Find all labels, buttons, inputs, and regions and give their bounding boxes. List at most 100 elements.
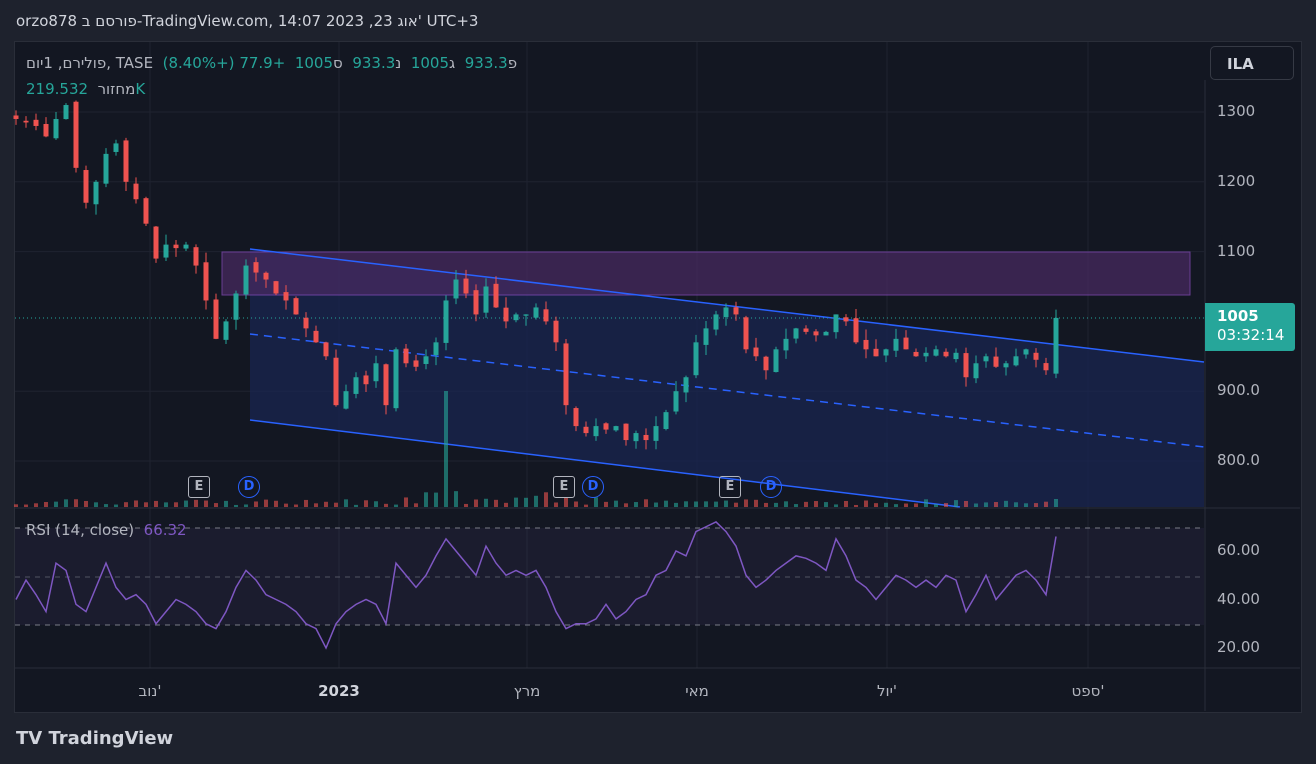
candle-body [403,348,409,364]
candle-body [803,328,809,332]
candle-body [853,318,859,343]
candle-body [763,356,769,371]
volume-bar [904,503,908,507]
candle-body [743,317,749,350]
candle-body [253,262,259,273]
candle-body [63,105,69,120]
candle-body [93,181,99,205]
price-tick: 1100 [1217,242,1256,260]
candle-body [683,377,689,393]
tv-logo-icon: 𝗧𝗩 [16,728,49,749]
volume-bar [374,501,378,507]
candle-body [103,153,109,184]
rsi-label: RSI (14, close) [26,521,135,539]
candle-body [433,342,439,356]
volume-bar [674,502,678,507]
volume-bar [884,502,888,507]
earnings-marker[interactable]: E [188,476,210,498]
candle-body [163,244,169,258]
candle-body [543,309,549,322]
candle-body [33,119,39,126]
candle-body [903,337,909,350]
volume-bar [554,502,558,507]
candle-body [553,320,559,343]
rsi-legend[interactable]: RSI (14, close) 66.32 [26,521,187,539]
time-tick: יול' [876,682,898,700]
candle-body [613,426,619,431]
volume-bar [844,500,848,507]
candle-body [233,293,239,320]
channel-fill [250,249,1204,507]
volume-bar [814,501,818,507]
candle-body [983,356,989,362]
dividend-marker[interactable]: D [582,476,604,498]
candle-body [783,338,789,351]
candle-body [1013,356,1019,366]
candle-body [523,314,529,316]
volume-bar [144,502,148,507]
volume-bar [304,499,308,507]
candle-body [653,426,659,441]
price-tick: 1200 [1217,172,1256,190]
candle-body [203,262,209,301]
resistance-box [221,251,1191,296]
candle-body [83,170,89,203]
candle-body [493,283,499,308]
candle-body [953,352,959,360]
volume-bar [1054,499,1058,507]
earnings-marker[interactable]: E [553,476,575,498]
volume-bar [134,500,138,507]
volume-bar [864,500,868,507]
volume-bar [104,504,108,507]
currency-button[interactable]: ILA [1210,46,1294,80]
candle-body [813,331,819,336]
earnings-marker[interactable]: E [719,476,741,498]
candle-body [243,265,249,295]
candle-body [533,307,539,318]
volume-bar [44,502,48,507]
candle-body [693,342,699,376]
candle-body [43,123,49,137]
volume-bar [784,501,788,507]
open-value: 933.3 [464,54,508,72]
volume-bar [174,502,178,507]
volume-bar [434,492,438,507]
volume-bar [124,502,128,507]
candle-body [343,391,349,409]
channel-upper [249,248,1205,363]
candle-body [473,290,479,315]
candle-body [873,348,879,357]
candle-body [333,357,339,406]
candle-body [223,321,229,340]
candle-body [823,331,829,336]
price-tick: 900.0 [1217,381,1260,399]
candle-body [913,351,919,357]
candle-body [793,328,799,339]
candle-body [633,433,639,442]
candle-body [593,426,599,437]
volume-bar [1004,500,1008,507]
volume-bar [454,491,458,507]
volume-bar [1024,503,1028,507]
volume-bar [604,501,608,507]
dividend-marker[interactable]: D [760,476,782,498]
tradingview-logo[interactable]: 𝗧𝗩 TradingView [16,728,173,749]
candle-body [993,356,999,367]
candle-body [713,314,719,330]
volume-bar [1014,502,1018,507]
volume-bar [774,502,778,507]
volume-bar [524,497,528,507]
volume-bar [894,504,898,507]
candle-body [353,377,359,394]
volume-bar [34,503,38,507]
candle-body [503,307,509,322]
volume-label: מחזור [97,80,136,98]
volume-bar [684,501,688,507]
dividend-marker[interactable]: D [238,476,260,498]
candle-body [313,330,319,343]
volume-bar [764,502,768,507]
volume-bar [984,502,988,507]
candle-body [193,247,199,266]
symbol-label[interactable]: פולירם, 1יום, TASE [26,54,154,72]
